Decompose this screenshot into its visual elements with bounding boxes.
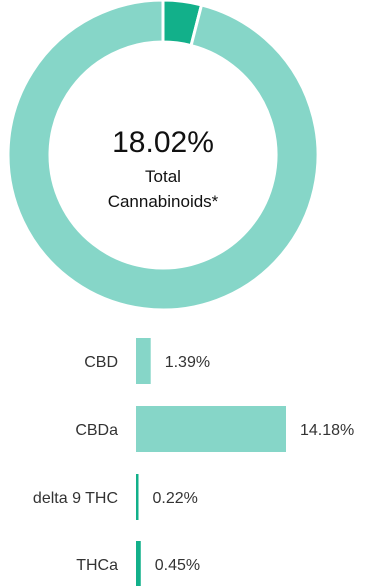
bar-category-label-3: delta 9 THC bbox=[33, 490, 118, 507]
bar-category-label-1: CBD bbox=[84, 354, 118, 371]
bar-1 bbox=[136, 338, 151, 384]
total-cannabinoids-value: 18.02% bbox=[112, 126, 214, 159]
bar-value-label-4: 0.45% bbox=[155, 557, 200, 574]
bar-value-label-2: 14.18% bbox=[300, 422, 354, 439]
total-cannabinoids-label-line-1: Total bbox=[145, 167, 181, 186]
donut-slice-2 bbox=[6, 0, 320, 312]
total-cannabinoids-donut-chart bbox=[6, 0, 320, 312]
bar-value-label-1: 1.39% bbox=[165, 354, 210, 371]
bar-4 bbox=[136, 541, 141, 586]
total-cannabinoids-label-line-2: Cannabinoids* bbox=[107, 192, 219, 211]
bar-3 bbox=[136, 474, 139, 520]
bar-2 bbox=[136, 406, 286, 452]
bar-category-label-4: THCa bbox=[76, 557, 118, 574]
bar-value-label-3: 0.22% bbox=[153, 490, 198, 507]
bar-category-label-2: CBDa bbox=[75, 422, 118, 439]
